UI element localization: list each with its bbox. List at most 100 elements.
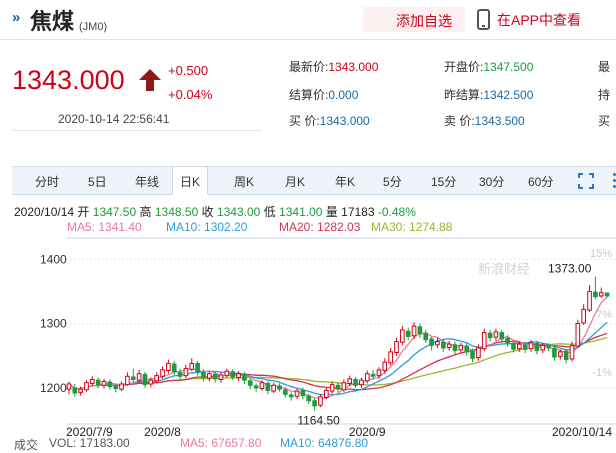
info-low: 1341.00 (279, 205, 323, 219)
open-in-app-link[interactable]: 在APP中查看 (497, 12, 582, 28)
y-tick-label: 1200 (40, 381, 67, 395)
tab-5day[interactable]: 5日 (88, 175, 107, 189)
tab-15min[interactable]: 15分 (431, 175, 457, 189)
candle-body (78, 388, 83, 393)
candle-body (405, 330, 411, 337)
watermark-text: 新浪财经 (478, 261, 530, 277)
candle-body (546, 345, 551, 349)
candle-body (528, 342, 534, 350)
candle-body (499, 332, 505, 340)
y-tick-label: 1300 (40, 317, 67, 331)
chart-grid (66, 258, 616, 389)
field-value: 1342.500 (483, 88, 534, 102)
add-favorite-button[interactable]: 添加自选 (363, 7, 465, 32)
candle-body (206, 373, 212, 379)
candle-body (265, 382, 271, 391)
candle-body (511, 343, 516, 350)
x-tick-label: 2020/8 (144, 425, 181, 439)
candle-body (563, 350, 569, 361)
info-close: 1343.00 (216, 205, 261, 219)
field-value: 0.000 (328, 88, 359, 102)
divider (12, 130, 262, 131)
quote-timestamp: 2020-10-14 22:56:41 (58, 112, 170, 126)
candle-body (458, 344, 464, 351)
candle-body (341, 382, 347, 391)
candle-body (464, 345, 470, 353)
candles (66, 276, 610, 411)
field-label: 最新价: (289, 60, 329, 74)
instrument-name: 焦煤 (30, 9, 75, 34)
tab-yearline[interactable]: 年线 (135, 175, 160, 189)
tab-weekly-k[interactable]: 周K (234, 175, 255, 189)
x-tick-label: 2020/10/14 (552, 425, 612, 439)
candle-body (119, 383, 124, 390)
fullscreen-icon[interactable] (578, 173, 594, 189)
candle-body (400, 329, 405, 343)
candle-body (101, 380, 107, 386)
field-label: 持 (598, 88, 611, 102)
tab-intraday[interactable]: 分时 (35, 175, 60, 189)
field-label: 买 价: (289, 114, 320, 128)
candle-body (470, 350, 475, 359)
info-high: 1348.50 (154, 205, 199, 219)
candle-body (259, 382, 265, 390)
candle-body (166, 362, 171, 371)
col3-top-field: 最 (598, 58, 610, 75)
candle-body (522, 344, 528, 350)
candle-body (329, 384, 335, 392)
candle-body (493, 331, 499, 338)
tab-30min[interactable]: 30分 (479, 175, 505, 189)
candle-body (277, 385, 282, 390)
candle-body (195, 362, 200, 373)
candle-body (136, 373, 142, 381)
settle-price-field: 结算价:0.000 (289, 86, 358, 103)
candle-body (347, 378, 353, 384)
chevron-right-icon[interactable]: » (12, 9, 20, 26)
ma20-legend: MA20: 1282.03 (279, 220, 361, 234)
tab-60min[interactable]: 60分 (528, 175, 554, 189)
candle-body (435, 341, 440, 346)
up-arrow-icon (139, 69, 161, 91)
sell-price-field: 卖 价:1343.500 (444, 112, 525, 129)
pct-tick-label: -1% (592, 367, 612, 379)
candle-body (370, 373, 376, 377)
candle-body (353, 379, 358, 386)
candle-body (247, 380, 253, 386)
tab-yearly-k[interactable]: 年K (335, 175, 356, 189)
phone-icon[interactable] (477, 9, 490, 30)
price-change-percent: +0.04% (168, 87, 213, 102)
candle-body (575, 323, 581, 347)
page-header: » 焦煤 (JM0) 添加自选 在APP中查看 (0, 0, 616, 40)
candle-body (189, 362, 195, 370)
candle-body (394, 341, 399, 354)
candle-body (411, 325, 417, 337)
info-pct: -0.48% (377, 205, 416, 219)
field-label: 卖 价: (444, 114, 475, 128)
candle-body (335, 384, 341, 390)
candle-body (130, 376, 136, 380)
candle-body (72, 387, 78, 394)
pct-tick-label: 15% (590, 248, 612, 260)
x-tick-label: 2020/7/9 (66, 425, 113, 439)
tab-monthly-k[interactable]: 月K (285, 175, 306, 189)
candle-body (300, 389, 306, 397)
current-price: 1343.000 (12, 65, 125, 95)
x-tick-label: 2020/9 (349, 425, 386, 439)
more-options-icon[interactable] (612, 173, 616, 191)
candle-body (312, 400, 317, 407)
candle-body (107, 381, 113, 388)
tab-5min[interactable]: 5分 (383, 175, 402, 189)
candle-body (382, 361, 388, 371)
field-label: 最 (598, 60, 611, 74)
candle-body (452, 344, 458, 352)
candle-body (154, 375, 159, 382)
tab-daily-k[interactable]: 日K (172, 166, 209, 195)
info-high-label: 高 (139, 205, 152, 219)
candle-body (604, 292, 610, 297)
open-price-field: 开盘价:1347.500 (444, 58, 533, 75)
candle-body (359, 379, 364, 386)
candle-body (183, 368, 189, 377)
min-price-label: 1164.50 (297, 414, 340, 428)
extreme-annotations: 1373.00 1164.50 (297, 262, 591, 428)
